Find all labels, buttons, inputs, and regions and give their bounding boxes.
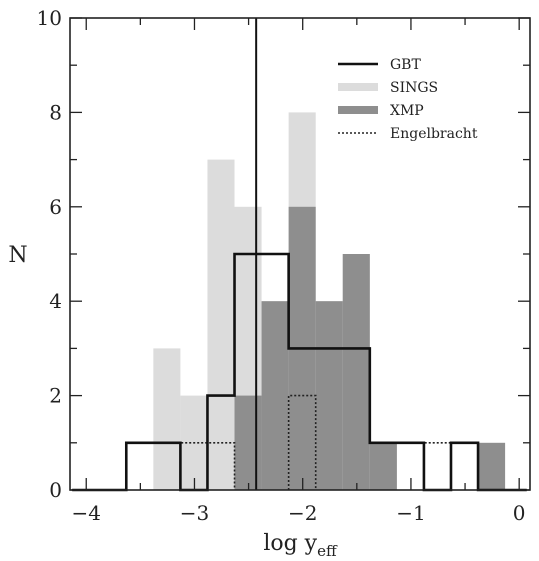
step-histograms — [72, 252, 527, 492]
y-tick-labels: 0 2 4 6 8 10 — [37, 6, 62, 502]
y-tick-label: 4 — [49, 289, 62, 313]
sings-bar-0 — [153, 348, 181, 490]
sings-legend-label: SINGS — [390, 80, 438, 96]
x-tick-label: −1 — [396, 501, 425, 525]
x-tick-label: 0 — [513, 501, 526, 525]
gbt-legend-label: GBT — [390, 57, 421, 73]
xmp-bar-0 — [234, 395, 262, 490]
x-tick-label: −2 — [288, 501, 317, 525]
engelbracht-bin-1 — [287, 394, 317, 490]
x-axis-title-main: log y — [263, 531, 317, 556]
xmp-legend-label: XMP — [390, 103, 424, 119]
sings-bar-2 — [207, 159, 235, 490]
y-tick-label: 10 — [37, 6, 62, 30]
engelbracht-bin-0 — [179, 442, 236, 490]
y-tick-label: 8 — [49, 100, 62, 124]
y-axis-title: N — [8, 243, 27, 268]
y-tick-label: 2 — [49, 384, 62, 408]
y-tick-label: 0 — [49, 478, 62, 502]
xmp-bar-5 — [369, 442, 397, 490]
axis-ticks — [70, 17, 530, 491]
filled-histograms — [153, 112, 506, 491]
xmp-bar-1 — [261, 301, 289, 490]
legend: GBT SINGS XMP Engelbracht — [338, 57, 478, 142]
x-tick-label: −3 — [180, 501, 209, 525]
xmp-bar-3 — [315, 301, 343, 490]
x-axis-title: log yeff — [263, 531, 338, 560]
x-tick-labels: −4 −3 −2 −1 0 — [71, 501, 525, 525]
y-tick-label: 6 — [49, 195, 62, 219]
x-tick-label: −4 — [71, 501, 100, 525]
engelbracht-legend-label: Engelbracht — [390, 126, 478, 142]
gbt-step-line — [72, 252, 527, 492]
xmp-bar-4 — [342, 254, 370, 490]
engelbracht-bin-2 — [423, 442, 452, 490]
x-axis-title-subscript: eff — [317, 542, 338, 560]
xmp-bar-6 — [478, 442, 506, 490]
